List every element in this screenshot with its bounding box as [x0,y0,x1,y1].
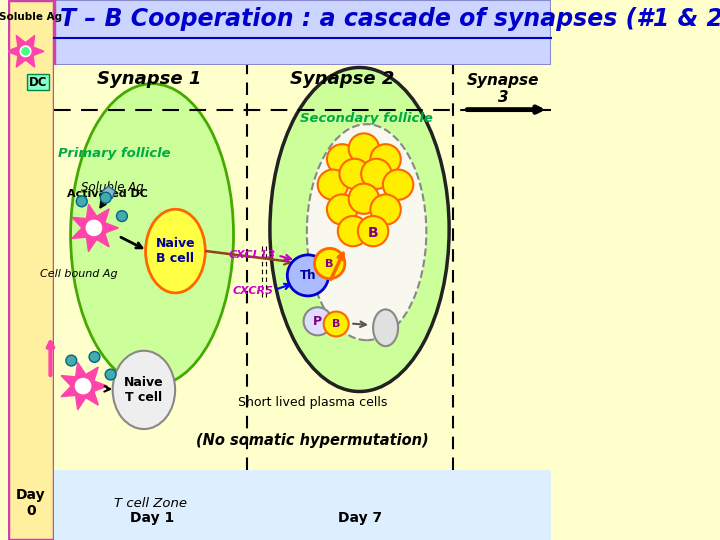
Polygon shape [7,36,44,67]
Circle shape [383,170,413,200]
Text: Soluble Ag: Soluble Ag [81,181,144,194]
Text: Short lived plasma cells: Short lived plasma cells [238,396,387,409]
Circle shape [348,133,379,164]
Ellipse shape [307,124,426,340]
Text: Activated DC: Activated DC [67,190,148,199]
Text: Th: Th [300,269,316,282]
Circle shape [315,248,345,279]
Bar [54,470,552,540]
Circle shape [100,192,111,203]
Circle shape [370,144,401,174]
Text: T – B Cooperation : a cascade of synapses (#1 & 2): T – B Cooperation : a cascade of synapse… [60,7,720,31]
Polygon shape [61,362,107,410]
Ellipse shape [71,84,233,386]
Circle shape [327,194,357,225]
Text: CXCL13: CXCL13 [229,250,276,260]
Text: Naive
T cell: Naive T cell [124,376,163,404]
Text: Day 1: Day 1 [130,511,174,525]
Circle shape [21,47,30,56]
Text: B: B [368,226,379,240]
Bar [54,0,552,65]
Text: Soluble Ag: Soluble Ag [0,12,63,22]
Text: DC: DC [29,76,48,89]
Circle shape [76,196,87,207]
Text: Synapse 2: Synapse 2 [290,70,395,87]
Circle shape [105,369,116,380]
Circle shape [318,170,348,200]
Circle shape [75,378,91,394]
Text: CXCR5: CXCR5 [233,286,273,295]
Ellipse shape [373,309,398,346]
Circle shape [287,255,328,296]
Ellipse shape [270,68,449,392]
Circle shape [86,220,102,236]
Circle shape [339,159,370,189]
Text: Secondary follicle: Secondary follicle [300,112,433,125]
Polygon shape [72,204,118,252]
Ellipse shape [112,351,175,429]
Text: T cell Zone: T cell Zone [114,497,187,510]
Text: P: P [313,315,323,328]
Circle shape [338,216,368,246]
Bar [54,65,552,470]
Text: Synapse 1: Synapse 1 [97,70,202,87]
Text: B: B [325,259,334,268]
Circle shape [361,159,392,189]
Ellipse shape [145,209,205,293]
Text: (No somatic hypermutation): (No somatic hypermutation) [196,433,428,448]
Text: Day 7: Day 7 [338,511,382,525]
Text: Cell bound Ag: Cell bound Ag [40,269,117,279]
Text: Primary follicle: Primary follicle [58,147,171,160]
Circle shape [358,216,388,246]
Circle shape [19,45,32,57]
Circle shape [370,194,401,225]
Circle shape [324,312,348,336]
Circle shape [89,352,100,362]
Circle shape [117,211,127,221]
Text: B: B [332,319,341,329]
Text: Synapse
3: Synapse 3 [467,73,540,105]
Text: Day
0: Day 0 [16,488,46,518]
Circle shape [327,144,357,174]
Text: Naive
B cell: Naive B cell [156,237,195,265]
Circle shape [66,355,77,366]
Polygon shape [102,186,114,198]
Bar [8,0,54,540]
Circle shape [348,184,379,214]
Circle shape [304,307,332,335]
